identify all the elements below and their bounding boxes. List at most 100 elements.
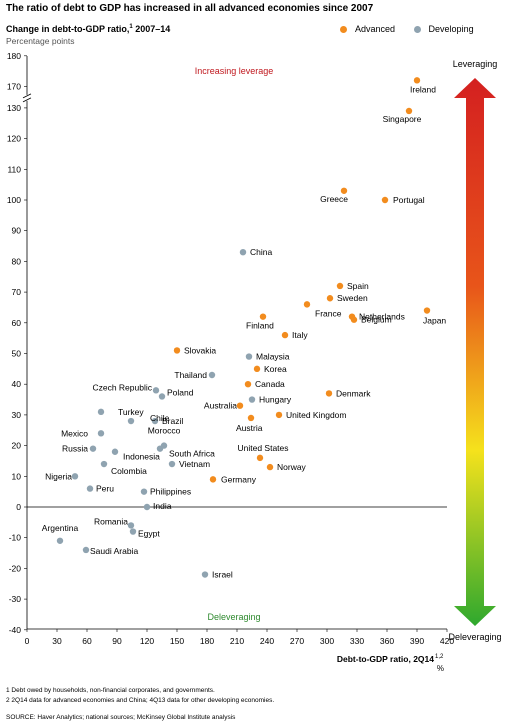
point-label-peru: Peru bbox=[96, 484, 114, 494]
point-egypt bbox=[129, 528, 137, 535]
point-denmark bbox=[325, 390, 333, 397]
chart-title: The ratio of debt to GDP has increased i… bbox=[6, 3, 374, 14]
point-israel bbox=[201, 571, 209, 578]
point-malaysia bbox=[245, 353, 253, 360]
annotation-increasing-leverage: Increasing leverage bbox=[195, 66, 274, 76]
point-india bbox=[143, 503, 151, 511]
point-nigeria bbox=[71, 473, 79, 480]
point-label-finland: Finland bbox=[246, 321, 274, 331]
point-romania bbox=[127, 522, 135, 529]
x-tick-label: 0 bbox=[25, 636, 30, 646]
point-austria bbox=[247, 414, 255, 422]
y-tick-label: 50 bbox=[12, 349, 22, 359]
chart-subtitle: Change in debt-to-GDP ratio,1 2007–14 bbox=[6, 24, 170, 34]
y-tick-label: 80 bbox=[12, 256, 22, 266]
y-units-label: Percentage points bbox=[6, 36, 75, 46]
point-label-vietnam: Vietnam bbox=[179, 459, 210, 469]
x-tick-label: 270 bbox=[290, 636, 304, 646]
point-label-indonesia: Indonesia bbox=[123, 452, 160, 462]
y-tick-label: -20 bbox=[9, 563, 22, 573]
legend-label-advanced: Advanced bbox=[355, 24, 396, 34]
point-label-japan: Japan bbox=[423, 316, 446, 326]
y-tick-label: -30 bbox=[9, 594, 22, 604]
y-tick-label: 90 bbox=[12, 226, 22, 236]
point-italy bbox=[281, 331, 289, 339]
point-label-spain: Spain bbox=[347, 281, 369, 291]
point-turkey bbox=[97, 408, 105, 416]
x-tick-label: 180 bbox=[200, 636, 214, 646]
point-label-colombia: Colombia bbox=[111, 466, 147, 476]
point-label-belgium: Belgium bbox=[361, 315, 392, 325]
point-australia bbox=[236, 402, 244, 409]
point-label-canada: Canada bbox=[255, 379, 285, 389]
point-label-sweden: Sweden bbox=[337, 293, 368, 303]
x-tick-label: 330 bbox=[350, 636, 364, 646]
point-france bbox=[303, 301, 311, 308]
point-label-india: India bbox=[153, 501, 172, 511]
x-axis-unit: % bbox=[437, 664, 444, 673]
point-label-united-kingdom: United Kingdom bbox=[286, 410, 346, 420]
point-greece bbox=[340, 187, 348, 194]
point-label-south-africa: South Africa bbox=[169, 449, 215, 459]
point-germany bbox=[209, 476, 217, 483]
legend-marker-advanced bbox=[340, 25, 347, 33]
point-south-africa bbox=[156, 445, 164, 452]
x-tick-label: 120 bbox=[140, 636, 154, 646]
point-philippines bbox=[140, 488, 148, 495]
point-czech-republic bbox=[152, 387, 160, 394]
point-mexico bbox=[97, 430, 105, 437]
point-china bbox=[239, 248, 247, 256]
legend: Advanced Developing bbox=[340, 24, 490, 35]
data-points bbox=[56, 77, 431, 578]
point-label-malaysia: Malaysia bbox=[256, 352, 290, 362]
arrow-label-leveraging: Leveraging bbox=[453, 59, 498, 69]
legend-item-developing: Developing bbox=[413, 24, 474, 34]
x-tick-label: 150 bbox=[170, 636, 184, 646]
subtitle-period: 2007–14 bbox=[132, 24, 171, 34]
leverage-arrow: Leveraging Deleveraging bbox=[448, 59, 501, 642]
point-label-mexico: Mexico bbox=[61, 428, 88, 438]
footnote-2: 2 2Q14 data for advanced economies and C… bbox=[6, 697, 275, 704]
y-tick-label: 60 bbox=[12, 318, 22, 328]
source-note: SOURCE: Haver Analytics; national source… bbox=[6, 714, 236, 721]
leverage-arrow-shape bbox=[454, 78, 496, 626]
point-korea bbox=[253, 365, 261, 373]
point-label-turkey: Turkey bbox=[118, 407, 144, 417]
point-portugal bbox=[381, 196, 389, 204]
point-label-egypt: Egypt bbox=[138, 529, 160, 539]
x-tick-label: 240 bbox=[260, 636, 274, 646]
point-label-germany: Germany bbox=[221, 474, 257, 484]
point-label-slovakia: Slovakia bbox=[184, 345, 216, 355]
point-sweden bbox=[326, 295, 334, 302]
point-united-states bbox=[256, 454, 264, 462]
x-tick-label: 300 bbox=[320, 636, 334, 646]
point-indonesia bbox=[111, 448, 119, 455]
axes: -40 -30 -20 -10 0 10 20 30 40 50 60 70 80 90 100 110 120… bbox=[7, 51, 455, 673]
point-finland bbox=[259, 313, 267, 320]
legend-item-advanced: Advanced bbox=[340, 24, 395, 34]
point-label-nigeria: Nigeria bbox=[45, 471, 72, 481]
x-tick-label: 60 bbox=[82, 636, 92, 646]
y-tick-label: 100 bbox=[7, 195, 21, 205]
point-label-philippines: Philippines bbox=[150, 487, 191, 497]
point-labels: Ireland Singapore Greece Portugal Spain Swede… bbox=[42, 84, 447, 579]
y-tick-label: 40 bbox=[12, 379, 22, 389]
footnotes: 1 Debt owed by households, non-financial… bbox=[6, 686, 274, 706]
point-label-russia: Russia bbox=[62, 444, 88, 454]
point-japan bbox=[423, 307, 431, 314]
x-tick-label: 360 bbox=[380, 636, 394, 646]
point-label-israel: Israel bbox=[212, 570, 233, 580]
point-vietnam bbox=[168, 460, 176, 468]
y-tick-label: 110 bbox=[7, 164, 21, 174]
point-argentina bbox=[56, 537, 64, 544]
point-label-greece: Greece bbox=[320, 194, 348, 204]
y-tick-label: -40 bbox=[9, 625, 22, 635]
point-russia bbox=[89, 445, 97, 452]
point-brazil bbox=[151, 417, 159, 425]
point-label-saudi-arabia: Saudi Arabia bbox=[90, 546, 138, 556]
point-label-brazil: Brazil bbox=[162, 416, 183, 426]
point-label-chile: Chile bbox=[150, 413, 170, 423]
point-label-hungary: Hungary bbox=[259, 395, 292, 405]
y-axis-break-mark-2 bbox=[22, 97, 32, 103]
